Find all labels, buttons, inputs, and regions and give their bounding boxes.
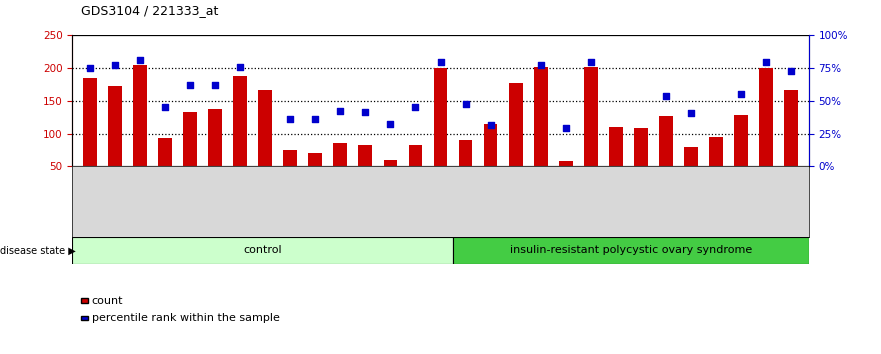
Bar — [534, 67, 548, 166]
Bar — [208, 109, 222, 166]
Bar — [609, 127, 623, 166]
Point — [133, 57, 147, 63]
Bar — [508, 82, 522, 166]
Bar — [685, 147, 698, 166]
Text: GDS3104 / 221333_at: GDS3104 / 221333_at — [81, 4, 218, 17]
Point — [333, 108, 347, 114]
Bar — [183, 112, 196, 166]
Point — [359, 109, 373, 115]
Bar — [433, 68, 448, 166]
Bar — [709, 137, 723, 166]
Bar — [108, 86, 122, 166]
Text: percentile rank within the sample: percentile rank within the sample — [92, 313, 279, 323]
Point — [659, 93, 673, 98]
Text: control: control — [243, 245, 282, 256]
Bar — [258, 90, 272, 166]
Bar — [484, 124, 498, 166]
Point — [409, 104, 423, 110]
Bar — [133, 65, 147, 166]
Point — [684, 110, 698, 115]
Point — [107, 62, 122, 68]
Bar — [83, 78, 97, 166]
Bar — [453, 237, 809, 264]
Point — [83, 65, 97, 71]
Point — [183, 82, 197, 87]
Bar — [359, 145, 373, 166]
Point — [308, 116, 322, 122]
Point — [433, 59, 448, 64]
Bar — [759, 68, 773, 166]
Point — [534, 62, 548, 68]
Bar — [308, 153, 322, 166]
Bar — [284, 150, 297, 166]
Bar — [634, 129, 648, 166]
Bar — [784, 90, 798, 166]
Point — [283, 116, 297, 121]
Point — [233, 64, 248, 70]
Point — [784, 69, 798, 74]
Point — [759, 59, 774, 64]
Point — [484, 122, 498, 128]
Bar — [584, 67, 597, 166]
Bar — [734, 115, 748, 166]
Point — [383, 121, 397, 127]
Text: count: count — [92, 296, 123, 306]
Bar — [459, 140, 472, 166]
Text: insulin-resistant polycystic ovary syndrome: insulin-resistant polycystic ovary syndr… — [510, 245, 752, 256]
Bar — [333, 143, 347, 166]
Point — [734, 92, 748, 97]
Point — [458, 101, 472, 107]
Bar — [72, 237, 453, 264]
Bar — [383, 160, 397, 166]
Bar — [409, 145, 422, 166]
Bar — [158, 138, 172, 166]
Point — [584, 59, 598, 64]
Text: disease state ▶: disease state ▶ — [0, 245, 76, 256]
Point — [158, 104, 172, 110]
Point — [208, 82, 222, 87]
Point — [559, 126, 573, 131]
Bar — [559, 161, 573, 166]
Bar — [233, 76, 247, 166]
Bar — [659, 116, 673, 166]
